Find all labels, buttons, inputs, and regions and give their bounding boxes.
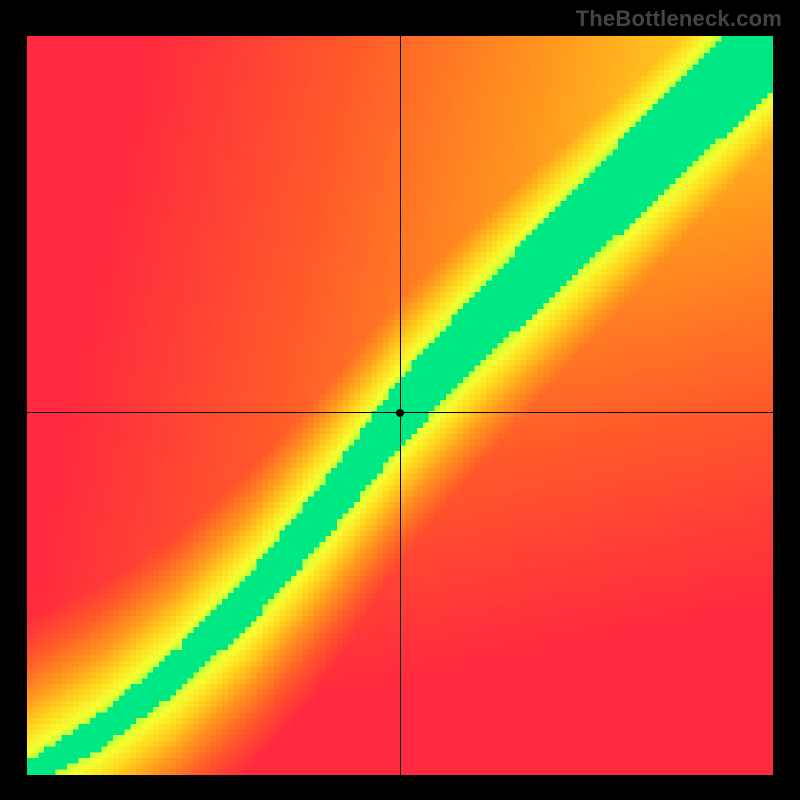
chart-container: TheBottleneck.com [0, 0, 800, 800]
crosshair-marker [396, 409, 404, 417]
watermark-label: TheBottleneck.com [576, 6, 782, 32]
crosshair-vertical [400, 36, 401, 775]
